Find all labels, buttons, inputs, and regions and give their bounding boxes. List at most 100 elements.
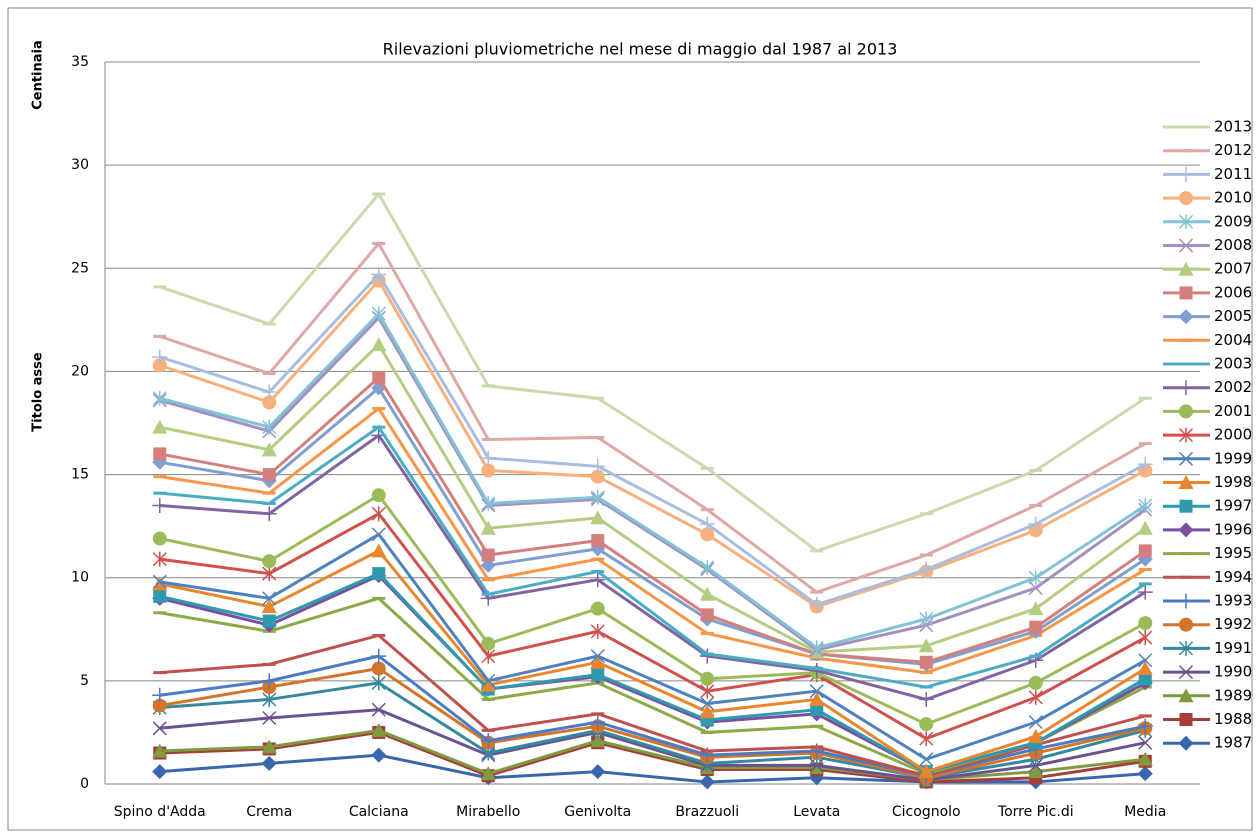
series-line (159, 191, 1147, 553)
legend-label: 1989 (1214, 686, 1252, 704)
legend-label: 2009 (1214, 212, 1252, 230)
y-tick-label: 30 (71, 157, 89, 173)
marker (1178, 665, 1194, 680)
legend-label: 1992 (1214, 615, 1252, 633)
marker (152, 349, 168, 365)
marker (371, 661, 386, 676)
legend-label: 2000 (1214, 426, 1252, 444)
y-tick-label: 35 (71, 54, 89, 70)
marker (371, 722, 387, 737)
marker (262, 691, 277, 707)
x-tick-label: Crema (246, 804, 292, 820)
marker (261, 599, 277, 614)
marker (590, 764, 606, 780)
y-tick-label: 25 (71, 260, 89, 276)
series-line (159, 240, 1146, 594)
series (152, 527, 1153, 767)
marker (1138, 630, 1153, 646)
marker (152, 551, 167, 567)
x-tick-label: Calciana (349, 804, 409, 820)
marker (699, 704, 715, 719)
x-tick-label: Media (1124, 804, 1166, 820)
series-line (159, 753, 1146, 784)
series-line (159, 666, 1146, 780)
marker (1028, 764, 1044, 779)
series-line (159, 571, 1147, 774)
marker (1178, 640, 1194, 656)
marker (590, 654, 606, 669)
legend-label: 1999 (1214, 449, 1252, 467)
marker (262, 591, 277, 606)
marker (481, 463, 496, 478)
marker (1028, 516, 1044, 532)
legend-label: 2013 (1214, 118, 1252, 136)
legend-label: 2012 (1214, 141, 1252, 159)
marker (919, 752, 934, 767)
series-line (159, 532, 1146, 761)
series-line (159, 708, 1146, 782)
marker (1028, 570, 1043, 586)
marker (1028, 675, 1043, 690)
marker (1137, 520, 1153, 535)
marker (152, 531, 167, 546)
marker (152, 419, 168, 434)
marker (371, 337, 387, 352)
marker (1179, 191, 1193, 206)
marker (590, 510, 606, 525)
marker (480, 450, 496, 466)
unit-label: Centinaia (31, 40, 46, 110)
legend-label: 1987 (1214, 734, 1252, 752)
series-line (159, 425, 1147, 689)
series (152, 266, 1153, 613)
marker (480, 733, 496, 749)
marker (590, 458, 606, 474)
legend-label: 2008 (1214, 236, 1252, 254)
marker (590, 649, 605, 664)
legend-label: 2002 (1214, 378, 1252, 396)
marker (1178, 522, 1194, 538)
marker (371, 266, 387, 282)
marker (152, 721, 167, 736)
marker (700, 671, 715, 686)
series-line (159, 375, 1147, 664)
marker (1178, 593, 1194, 609)
marker (262, 710, 277, 726)
x-tick-label: Genivolta (564, 804, 631, 820)
legend-label: 1991 (1214, 639, 1252, 657)
marker (152, 698, 167, 713)
marker (590, 733, 606, 748)
marker (481, 548, 495, 562)
x-tick-label: Levata (793, 804, 840, 820)
x-tick-label: Brazzuoli (675, 804, 739, 820)
legend-label: 1995 (1214, 544, 1252, 562)
marker (590, 469, 605, 484)
marker (700, 683, 715, 699)
series-line (159, 654, 1146, 778)
marker (481, 648, 496, 664)
marker (918, 764, 934, 779)
marker (152, 390, 167, 406)
marker (371, 648, 387, 664)
marker (700, 559, 715, 575)
series-line (159, 728, 1146, 782)
marker (1137, 584, 1153, 600)
marker (809, 759, 825, 774)
marker (262, 614, 276, 628)
series (152, 747, 1153, 790)
legend-label: 2001 (1214, 402, 1252, 420)
marker (480, 557, 496, 573)
marker (371, 702, 386, 717)
marker (371, 747, 387, 763)
x-tick-label: Spino d'Adda (114, 804, 206, 820)
marker (480, 766, 496, 781)
marker (481, 495, 496, 511)
chart-title: Rilevazioni pluviometriche nel mese di m… (383, 40, 898, 59)
legend-label: 1996 (1214, 520, 1252, 538)
x-tick-label: Torre Pic.di (997, 804, 1074, 820)
marker (1029, 620, 1043, 634)
y-tick-label: 15 (71, 467, 89, 483)
marker (480, 520, 496, 535)
series (153, 191, 1152, 553)
marker (699, 774, 715, 790)
marker (262, 554, 277, 569)
